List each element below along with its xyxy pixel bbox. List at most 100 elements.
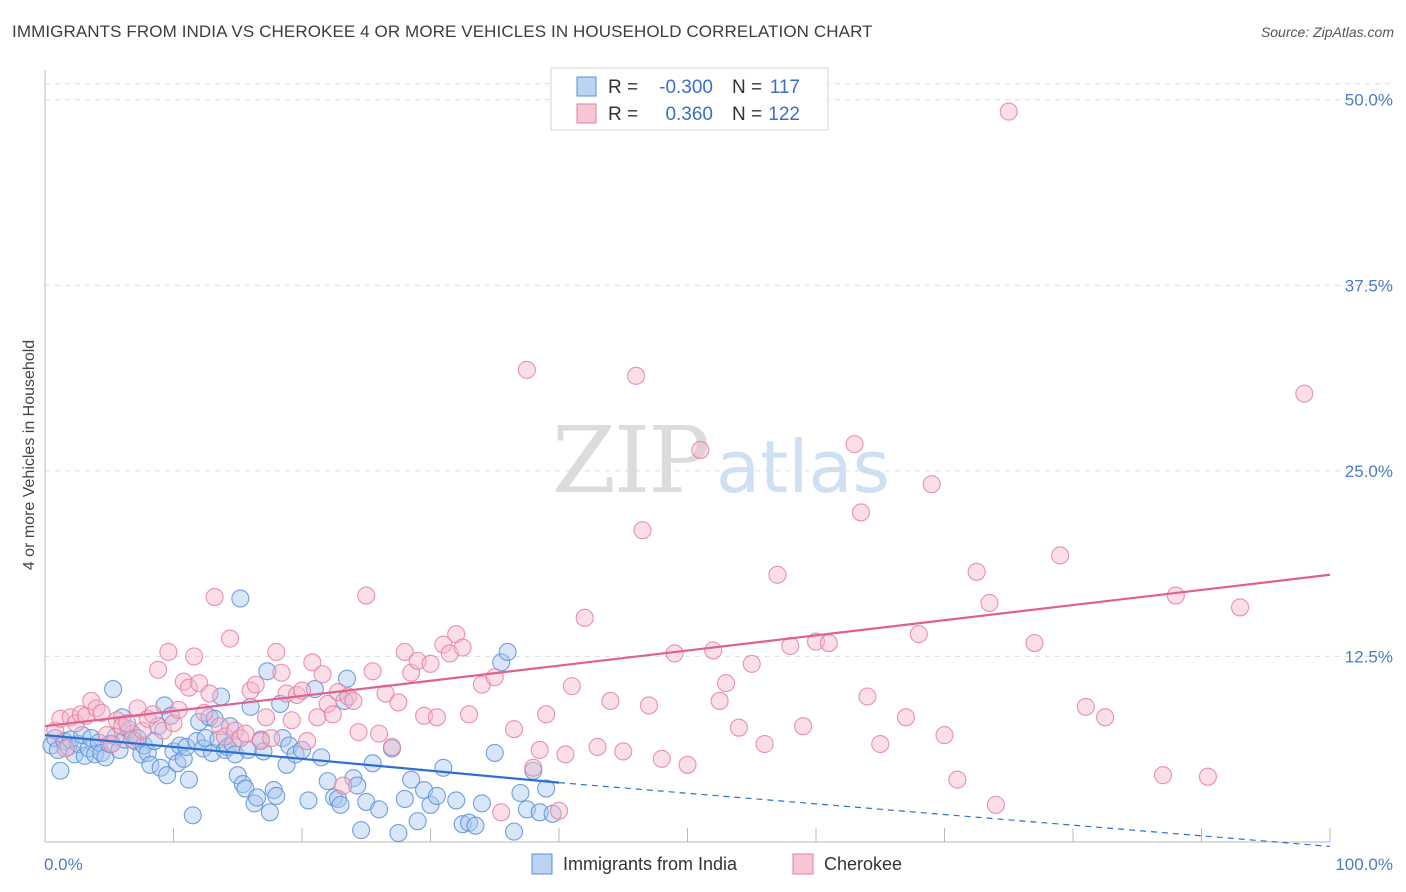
y-tick-label-2: 37.5% [1345,276,1393,295]
cherokee-point-54 [323,705,342,724]
cherokee-point-90 [601,691,620,711]
cherokee-point-79 [492,803,511,822]
legend-box [550,67,829,131]
legend-n-value-1: 117 [770,77,800,98]
india-point-92 [370,800,389,819]
cherokee-point-64 [382,737,402,757]
india-point-100 [427,786,446,806]
cherokee-point-88 [575,608,594,627]
y-tick-label-1: 25.0% [1345,462,1393,481]
legend-r-label-2: R = [608,104,638,125]
cherokee-point-37 [236,724,255,743]
india-point-97 [408,812,427,831]
cherokee-point-83 [530,740,549,760]
cherokee-point-9 [92,703,111,722]
cherokee-point-116 [922,475,941,494]
india-point-109 [498,642,517,662]
cherokee-point-25 [174,672,193,691]
india-point-69 [260,803,279,822]
source-label: Source: ZipAtlas.com [1260,24,1394,40]
cherokee-point-107 [794,717,813,736]
cherokee-point-70 [421,654,440,673]
cherokee-point-71 [427,708,446,727]
cherokee-point-112 [858,687,877,706]
cherokee-point-84 [537,705,556,724]
india-point-95 [395,789,414,808]
legend-n-label-2: N = [732,104,762,125]
y-tick-label-0: 12.5% [1345,647,1393,666]
cherokee-point-38 [241,681,260,700]
india-point-106 [472,794,491,813]
cherokee-point-86 [556,745,575,764]
cherokee-point-52 [313,665,332,684]
cherokee-point-60 [357,586,376,605]
cherokee-point-89 [588,737,607,757]
y-axis-title: 4 or more Vehicles in Household [21,340,38,570]
india-point-81 [318,772,337,791]
cherokee-point-126 [1096,708,1115,727]
india-point-68 [258,662,277,681]
axes [44,70,1331,843]
cherokee-point-20 [149,660,168,679]
cherokee-point-56 [334,776,353,795]
cherokee-point-11 [102,734,121,754]
india-point-111 [511,783,530,803]
cherokee-point-66 [395,642,414,662]
cherokee-point-40 [251,731,270,751]
cherokee-point-26 [179,678,198,697]
cherokee-point-22 [159,642,178,662]
india-point-3 [51,761,70,780]
india-point-43 [183,806,202,825]
legend-r-label-1: R = [608,77,638,98]
zipatlas-watermark: ZIP atlas [552,407,890,514]
cherokee-point-94 [639,696,659,715]
india-point-42 [179,770,198,789]
cherokee-point-118 [948,770,967,789]
india-point-13 [86,745,105,764]
cherokee-point-43 [267,642,286,662]
legend-r-value-1: -0.300 [659,77,713,98]
india-point-105 [466,816,485,835]
cherokee-point-93 [633,521,652,540]
cherokee-point-124 [1051,546,1070,565]
legend-swatch-blue [576,76,597,97]
correlation-legend: R = -0.300 N = 117 R = 0.360 N = 122 [550,67,829,131]
legend-bottom-swatch-blue [531,853,553,875]
india-point-74 [277,755,296,774]
cherokee-trend-line [44,573,1331,728]
india-point-86 [337,669,357,688]
data-points [42,102,1314,843]
cherokee-point-97 [678,755,697,774]
india-point-2 [48,740,67,760]
y-tick-labels: 12.5% 25.0% 37.5% 50.0% [1345,91,1393,667]
cherokee-point-21 [154,721,173,740]
cherokee-point-51 [308,708,327,727]
cherokee-point-75 [453,638,472,657]
cherokee-point-17 [133,721,152,740]
india-point-45 [190,712,209,731]
india-point-110 [504,822,524,841]
cherokee-point-39 [246,675,265,694]
cherokee-point-80 [504,720,524,739]
cherokee-point-42 [262,729,281,748]
x-tick-label-1: 100.0% [1335,855,1393,874]
india-point-101 [434,758,453,777]
cherokee-point-27 [185,647,204,666]
cherokee-point-58 [344,691,363,711]
legend-bottom-swatch-pink [792,853,814,875]
cherokee-point-44 [272,663,291,682]
cherokee-point-120 [980,593,999,613]
cherokee-point-98 [691,441,710,460]
india-point-59 [231,589,250,608]
india-trend-extension [558,782,1331,848]
cherokee-point-46 [282,711,301,730]
legend-bottom-label-pink: Cherokee [824,854,902,874]
cherokee-point-123 [1025,634,1044,653]
cherokee-point-65 [389,693,408,712]
y-tick-label-3: 50.0% [1345,91,1393,110]
cherokee-point-130 [1295,384,1314,403]
cherokee-point-67 [402,663,421,682]
cherokee-point-49 [298,731,317,751]
india-point-107 [485,743,504,762]
cherokee-point-119 [967,562,986,581]
